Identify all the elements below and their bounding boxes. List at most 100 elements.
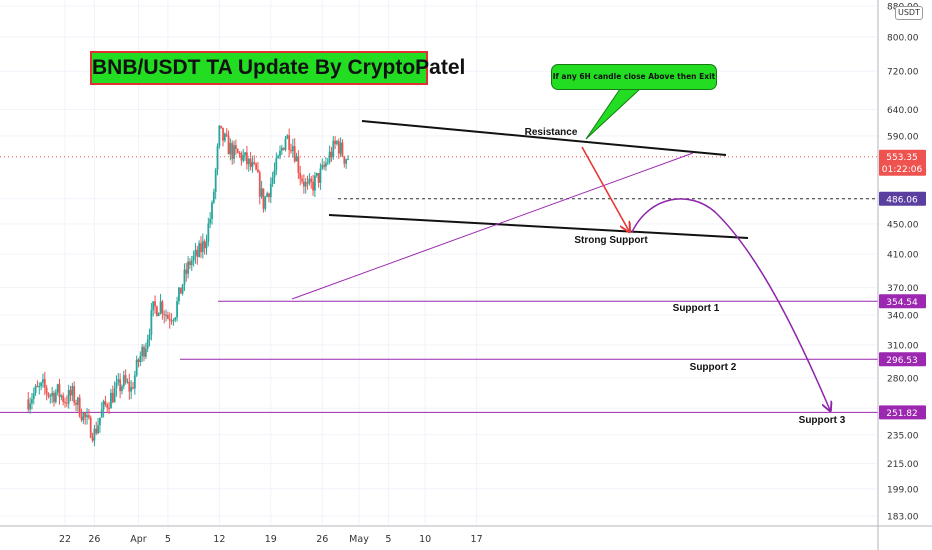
- candle-body: [225, 133, 228, 136]
- price-marker-value: 251.82: [886, 409, 918, 419]
- candle-body: [203, 241, 206, 249]
- resistance-line: [361, 120, 727, 156]
- candle-body: [32, 393, 35, 400]
- candle-body: [150, 310, 153, 335]
- candle-body: [209, 218, 212, 224]
- candle-body: [95, 428, 98, 434]
- price-marker-value: 486.06: [886, 195, 918, 205]
- candle-body: [174, 317, 177, 320]
- x-tick-label: 26: [88, 534, 100, 545]
- note-pointer: [585, 88, 642, 140]
- candles: [27, 124, 349, 447]
- candle-body: [167, 314, 169, 319]
- candle-body: [220, 125, 223, 128]
- y-tick-label: 280.00: [887, 374, 919, 384]
- candle-body: [76, 397, 79, 405]
- price-marker-value: 354.54: [886, 298, 918, 308]
- support-3-label: Support 3: [799, 415, 846, 426]
- chart-title: BNB/USDT TA Update By CryptoPatel: [90, 51, 465, 85]
- support-2-label: Support 2: [690, 362, 737, 373]
- candle-body: [216, 146, 219, 170]
- candle-body: [299, 172, 302, 179]
- candle-body: [185, 269, 188, 274]
- candle-body: [80, 416, 83, 421]
- candle-body: [51, 392, 54, 396]
- x-tick-label: 17: [471, 534, 483, 545]
- candle-body: [110, 392, 112, 409]
- candle-body: [246, 152, 248, 165]
- candle-body: [106, 404, 109, 409]
- candle-body: [279, 150, 281, 156]
- candle-body: [282, 147, 285, 150]
- strong-support-line: [328, 214, 749, 239]
- candle-body: [36, 386, 39, 388]
- x-tick-label: 22: [59, 534, 71, 545]
- candle-body: [321, 164, 324, 169]
- candle-body: [291, 146, 294, 152]
- candle-body: [233, 145, 235, 159]
- candle-body: [65, 402, 68, 404]
- candle-body: [91, 437, 94, 441]
- y-tick-label: 340.00: [887, 311, 919, 321]
- candle-body: [47, 393, 50, 397]
- candle-body: [234, 145, 237, 150]
- candle-body: [104, 401, 107, 405]
- countdown-timer: 01:22:06: [882, 165, 923, 175]
- candle-body: [319, 168, 322, 183]
- candle-body: [154, 301, 156, 307]
- candle-body: [273, 170, 276, 178]
- candle-body: [330, 151, 333, 158]
- candle-body: [62, 395, 65, 402]
- candle-body: [86, 415, 88, 418]
- strong-support-label: Strong Support: [574, 235, 648, 246]
- candle-body: [288, 135, 291, 150]
- candle-body: [343, 156, 346, 164]
- candle-body: [126, 381, 129, 383]
- candle-body: [89, 417, 92, 438]
- candle-body: [253, 162, 256, 164]
- candle-body: [308, 178, 311, 184]
- candle-body: [306, 182, 309, 184]
- currency-badge[interactable]: USDT: [895, 6, 923, 20]
- candle-body: [339, 142, 342, 154]
- price-marker-value: 296.53: [886, 356, 918, 366]
- candle-body: [201, 241, 204, 253]
- support-lines: [0, 156, 878, 413]
- candle-body: [69, 390, 72, 396]
- candle-body: [161, 301, 164, 315]
- x-tick-label: 5: [385, 534, 391, 545]
- candle-body: [255, 163, 257, 170]
- y-tick-label: 183.00: [887, 513, 919, 523]
- candle-body: [75, 402, 77, 405]
- candle-body: [262, 188, 265, 209]
- candle-body: [227, 135, 230, 155]
- candle-body: [27, 399, 30, 410]
- candle-body: [60, 395, 63, 398]
- price-marker: [879, 191, 926, 206]
- candle-body: [135, 359, 138, 376]
- candle-body: [49, 395, 52, 397]
- candle-body: [176, 301, 178, 318]
- candle-body: [207, 223, 210, 243]
- x-tick-label: May: [349, 534, 369, 545]
- price-axis[interactable]: 183.00199.00215.00235.00255.00280.00310.…: [877, 0, 926, 550]
- candle-body: [258, 172, 261, 197]
- candle-body: [102, 401, 105, 410]
- candle-body: [108, 408, 110, 410]
- y-tick-label: 199.00: [887, 485, 919, 495]
- candle-body: [157, 312, 160, 316]
- x-tick-label: 5: [165, 534, 171, 545]
- candle-body: [286, 135, 289, 139]
- y-tick-label: 310.00: [887, 341, 919, 351]
- candle-body: [328, 151, 331, 163]
- candle-body: [325, 163, 327, 167]
- candle-body: [244, 152, 246, 156]
- price-marker: [879, 405, 926, 420]
- candle-body: [87, 415, 90, 418]
- time-axis[interactable]: 22 26 Apr 5 12 19 26 May 5 10 17: [0, 525, 932, 545]
- candle-body: [56, 384, 59, 393]
- price-marker: [879, 294, 926, 309]
- candle-body: [29, 403, 31, 410]
- exit-note: If any 6H candle close Above then Exit: [551, 64, 717, 90]
